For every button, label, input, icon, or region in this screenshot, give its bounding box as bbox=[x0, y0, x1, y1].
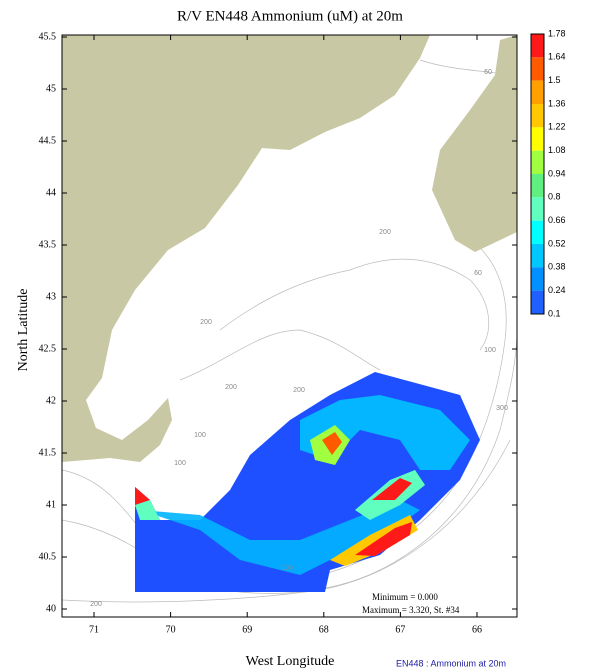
footer: EN448 : Ammonium at 20m bbox=[396, 658, 506, 668]
depth-label: 100 bbox=[174, 460, 186, 467]
title: R/V EN448 Ammonium (uM) at 20m bbox=[177, 8, 403, 24]
colorbar-label: 0.24 bbox=[548, 285, 566, 295]
depth-label: 60 bbox=[484, 69, 492, 76]
colorbar-band bbox=[531, 80, 544, 104]
y-tick-label: 44.5 bbox=[39, 135, 57, 146]
annotation-minimum: Minimum = 0.000 bbox=[372, 592, 438, 602]
colorbar-band bbox=[531, 57, 544, 81]
colorbar-label: 1.08 bbox=[548, 145, 566, 155]
x-tick-label: 68 bbox=[319, 624, 329, 635]
y-tick-label: 45 bbox=[46, 83, 56, 94]
depth-label: 100 bbox=[281, 565, 293, 572]
depth-label: 100 bbox=[484, 347, 496, 354]
colorbar-band bbox=[531, 150, 544, 174]
colorbar-band bbox=[531, 127, 544, 151]
colorbar-band bbox=[531, 197, 544, 221]
colorbar-band bbox=[531, 174, 544, 198]
y-tick-label: 41 bbox=[46, 499, 56, 510]
colorbar-label: 1.5 bbox=[548, 75, 561, 85]
colorbar-label: 0.38 bbox=[548, 262, 566, 272]
y-tick-label: 43.5 bbox=[39, 239, 57, 250]
colorbar-band bbox=[531, 267, 544, 291]
y-tick-label: 41.5 bbox=[39, 447, 57, 458]
depth-label: 60 bbox=[474, 270, 482, 277]
y-tick-label: 40.5 bbox=[39, 551, 57, 562]
colorbar-band bbox=[531, 244, 544, 268]
y-tick-label: 44 bbox=[46, 187, 56, 198]
plot-area bbox=[61, 34, 518, 618]
colorbar-band bbox=[531, 34, 544, 58]
depth-label: 200 bbox=[293, 387, 305, 394]
depth-label: 200 bbox=[90, 601, 102, 608]
colorbar-label: 1.36 bbox=[548, 98, 566, 108]
plot-frame bbox=[61, 34, 518, 618]
colorbar-label: 1.64 bbox=[548, 52, 566, 62]
x-tick-label: 67 bbox=[395, 624, 405, 635]
colorbar-label: 1.78 bbox=[548, 28, 566, 38]
colorbar-label: 0.52 bbox=[548, 238, 566, 248]
depth-label: 200 bbox=[200, 319, 212, 326]
colorbar-label: 0.94 bbox=[548, 168, 566, 178]
y-tick-label: 42.5 bbox=[39, 343, 57, 354]
y-tick-label: 40 bbox=[46, 603, 56, 614]
y-tick-label: 42 bbox=[46, 395, 56, 406]
colorbar-label: 1.22 bbox=[548, 122, 566, 132]
colorbar-label: 0.1 bbox=[548, 308, 561, 318]
depth-label: 200 bbox=[379, 229, 391, 236]
x-tick-label: 71 bbox=[89, 624, 99, 635]
depth-label: 100 bbox=[194, 432, 206, 439]
depth-label: 200 bbox=[225, 384, 237, 391]
y-tick-label: 43 bbox=[46, 291, 56, 302]
y-axis-label: North Latitude bbox=[16, 289, 31, 372]
x-tick-label: 66 bbox=[472, 624, 482, 635]
colorbar-label: 0.66 bbox=[548, 215, 566, 225]
annotation-maximum: Maximum = 3.320, St. #34 bbox=[362, 605, 460, 615]
x-tick-label: 70 bbox=[166, 624, 176, 635]
colorbar-band bbox=[531, 104, 544, 128]
colorbar-band bbox=[531, 220, 544, 244]
land-new-england bbox=[62, 35, 430, 462]
y-tick-label: 45.5 bbox=[39, 31, 57, 42]
contour-field bbox=[135, 372, 480, 592]
colorbar-label: 0.8 bbox=[548, 192, 561, 202]
colorbar-frame bbox=[530, 33, 545, 315]
x-tick-label: 69 bbox=[242, 624, 252, 635]
x-axis-label: West Longitude bbox=[246, 654, 335, 669]
land-nova-scotia bbox=[432, 35, 517, 252]
colorbar-band bbox=[531, 290, 544, 314]
depth-label: 300 bbox=[496, 405, 508, 412]
